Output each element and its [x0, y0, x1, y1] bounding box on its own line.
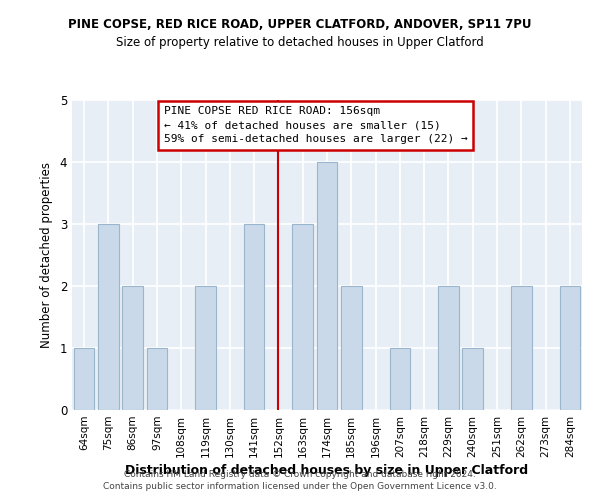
Bar	[560, 286, 580, 410]
Text: PINE COPSE, RED RICE ROAD, UPPER CLATFORD, ANDOVER, SP11 7PU: PINE COPSE, RED RICE ROAD, UPPER CLATFOR…	[68, 18, 532, 30]
Text: Contains public sector information licensed under the Open Government Licence v3: Contains public sector information licen…	[103, 482, 497, 491]
Text: Contains HM Land Registry data © Crown copyright and database right 2024.: Contains HM Land Registry data © Crown c…	[124, 470, 476, 479]
Bar	[463, 348, 483, 410]
Bar	[74, 348, 94, 410]
Bar	[98, 224, 119, 410]
Bar	[317, 162, 337, 410]
Bar	[511, 286, 532, 410]
Bar	[122, 286, 143, 410]
Bar	[195, 286, 216, 410]
Bar	[341, 286, 362, 410]
Text: PINE COPSE RED RICE ROAD: 156sqm
← 41% of detached houses are smaller (15)
59% o: PINE COPSE RED RICE ROAD: 156sqm ← 41% o…	[164, 106, 467, 144]
Bar	[146, 348, 167, 410]
Bar	[292, 224, 313, 410]
Bar	[244, 224, 265, 410]
Text: Size of property relative to detached houses in Upper Clatford: Size of property relative to detached ho…	[116, 36, 484, 49]
Bar	[438, 286, 459, 410]
X-axis label: Distribution of detached houses by size in Upper Clatford: Distribution of detached houses by size …	[125, 464, 529, 477]
Y-axis label: Number of detached properties: Number of detached properties	[40, 162, 53, 348]
Bar	[389, 348, 410, 410]
